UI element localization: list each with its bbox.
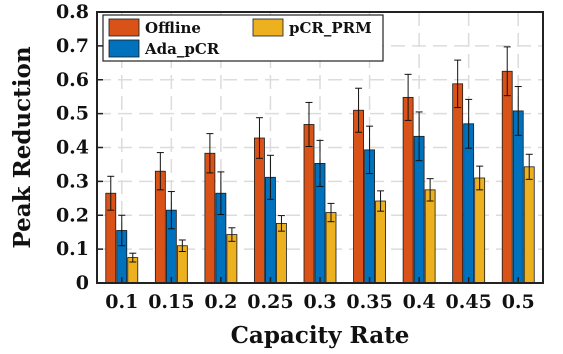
legend-label-ada-pcr: Ada_pCR	[144, 40, 220, 58]
legend-label-offline: Offline	[145, 19, 201, 37]
y-tick-label: 0.8	[56, 1, 89, 23]
bar-offline	[402, 96, 414, 284]
bar-offline	[303, 124, 315, 284]
x-tick-label: 0.3	[303, 291, 336, 313]
y-tick-label: 0.7	[56, 35, 89, 57]
legend-swatch-pcr-prm	[252, 18, 284, 37]
y-axis-ticks: 0 0.1 0.2 0.3 0.4 0.5 0.6 0.7 0.8	[56, 1, 103, 294]
y-tick-label: 0.1	[56, 238, 89, 260]
x-tick-label: 0.15	[148, 291, 194, 313]
bar-pcr-prm	[375, 200, 386, 284]
y-tick-label: 0.6	[56, 69, 89, 91]
bar-pcr-prm	[424, 189, 436, 284]
bar-offline	[452, 83, 464, 284]
x-axis-ticks: 0.1 0.15 0.2 0.25 0.3 0.35 0.4 0.45 0.5	[105, 277, 535, 313]
legend-swatch-offline	[108, 18, 140, 37]
x-tick-label: 0.4	[403, 291, 436, 313]
x-tick-label: 0.25	[247, 291, 293, 313]
y-tick-label: 0.2	[56, 204, 89, 226]
bar-ada-pcr	[512, 110, 524, 284]
bar-offline	[353, 109, 364, 284]
x-tick-label: 0.1	[105, 291, 138, 313]
y-tick-label: 0.3	[56, 170, 89, 192]
bar-offline	[254, 137, 265, 284]
x-tick-label: 0.2	[204, 291, 237, 313]
legend-swatch-ada-pcr	[108, 39, 140, 58]
bars-layer	[105, 70, 535, 284]
x-axis-title: Capacity Rate	[231, 322, 410, 349]
y-axis-title: Peak Reduction	[9, 46, 36, 248]
bar-pcr-prm	[474, 177, 486, 284]
x-tick-label: 0.45	[446, 291, 492, 313]
legend-label-pcr-prm: pCR_PRM	[289, 19, 372, 37]
x-tick-label: 0.5	[502, 291, 535, 313]
legend: Offline Ada_pCR pCR_PRM	[102, 14, 384, 62]
y-tick-label: 0	[76, 272, 89, 294]
bar-pcr-prm	[276, 222, 287, 284]
bar-offline	[501, 70, 513, 284]
y-tick-label: 0.5	[56, 103, 89, 125]
legend-box	[102, 14, 384, 62]
x-tick-label: 0.35	[346, 291, 392, 313]
bar-pcr-prm	[325, 212, 337, 284]
y-tick-label: 0.4	[56, 137, 89, 159]
bar-pcr-prm	[523, 166, 535, 284]
error-bars-layer	[107, 46, 533, 263]
